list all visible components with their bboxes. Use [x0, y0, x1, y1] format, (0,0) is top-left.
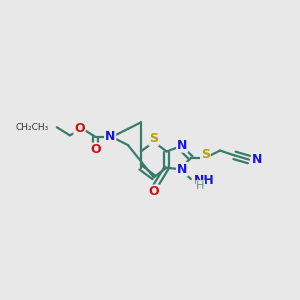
Text: O: O	[74, 122, 85, 135]
Text: CH₂CH₃: CH₂CH₃	[16, 123, 49, 132]
Text: N: N	[177, 139, 188, 152]
Text: NH: NH	[194, 174, 215, 187]
Text: H: H	[196, 181, 204, 191]
Text: O: O	[148, 185, 159, 198]
Text: N: N	[252, 153, 262, 166]
Text: N: N	[105, 130, 115, 143]
Text: S: S	[149, 132, 158, 145]
Text: N: N	[177, 163, 188, 176]
Text: S: S	[201, 148, 210, 161]
Text: O: O	[90, 143, 101, 156]
